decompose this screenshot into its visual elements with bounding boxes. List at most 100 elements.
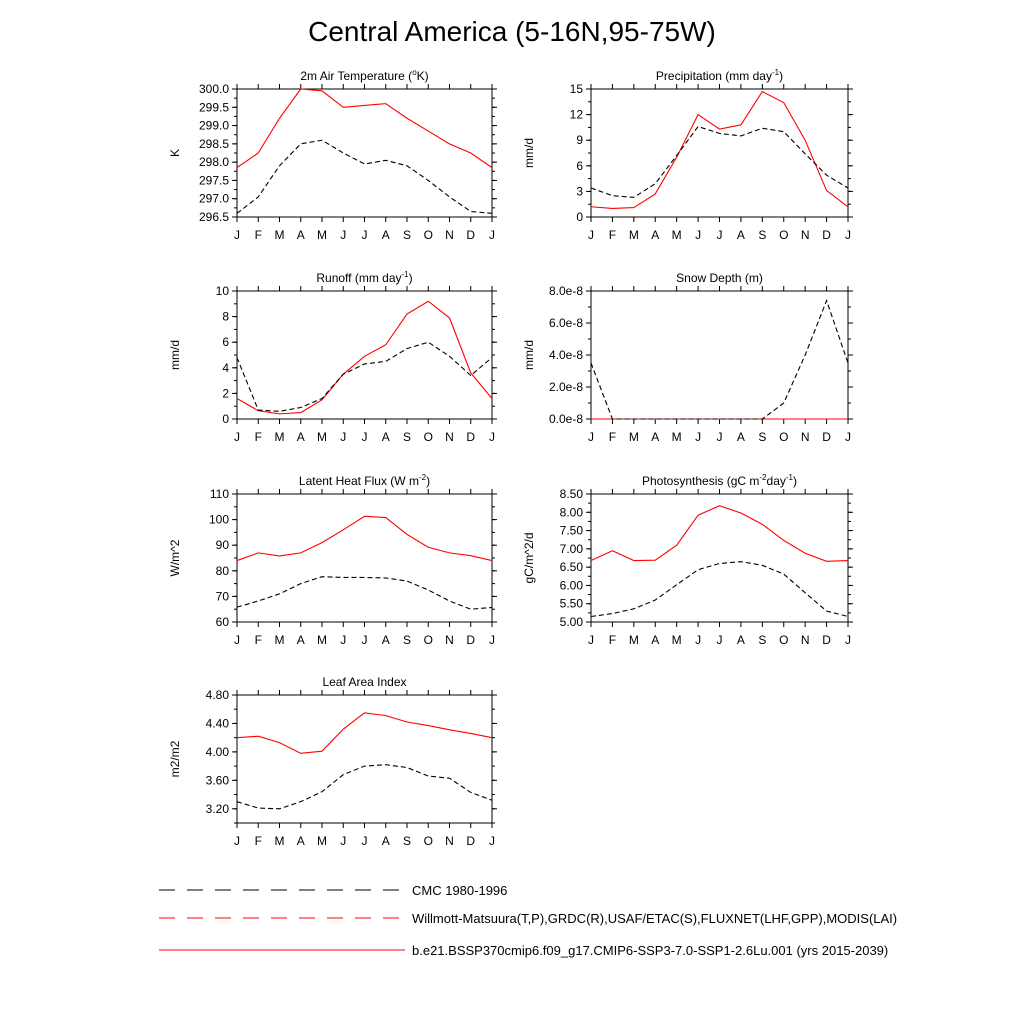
series-line-model <box>236 88 493 169</box>
x-tick-label: S <box>403 228 411 242</box>
y-tick-label: 110 <box>210 487 229 501</box>
x-tick-label: J <box>234 228 240 242</box>
y-tick-label: 12 <box>570 108 584 122</box>
x-tick-label: J <box>588 228 594 242</box>
x-tick-label: J <box>717 633 723 647</box>
chart-panel-6: Photosynthesis (gC m-2day-1) gC/m^2/d 5.00… <box>522 473 853 647</box>
x-tick-label: J <box>717 430 723 444</box>
x-tick-label: F <box>609 430 616 444</box>
x-tick-label: M <box>629 633 639 647</box>
x-tick-label: N <box>801 633 810 647</box>
x-tick-label: F <box>255 834 262 848</box>
x-tick-label: F <box>255 633 262 647</box>
series-line-obs <box>236 139 493 214</box>
y-tick-label: 6.0e-8 <box>549 316 583 330</box>
y-tick-label: 300.0 <box>199 82 229 96</box>
x-tick-label: M <box>629 228 639 242</box>
y-axis-label: mm/d <box>168 340 182 370</box>
x-tick-label: N <box>445 834 454 848</box>
chart-panel-7: Leaf Area Index m2/m2 3.20 3.60 4.00 4.40 4.80… <box>168 675 497 848</box>
chart-title: Snow Depth (m) <box>676 271 763 285</box>
x-tick-label: J <box>845 633 851 647</box>
x-tick-label: S <box>403 834 411 848</box>
x-tick-label: O <box>424 633 433 647</box>
x-tick-label: J <box>340 834 346 848</box>
x-tick-label: J <box>489 633 495 647</box>
x-tick-label: A <box>737 430 745 444</box>
y-tick-label: 4.80 <box>206 688 230 702</box>
y-axis-label: mm/d <box>522 138 536 168</box>
y-tick-label: 298.0 <box>199 155 229 169</box>
x-tick-label: O <box>424 228 433 242</box>
series-line-obs <box>236 576 493 610</box>
x-tick-label: A <box>382 430 390 444</box>
x-tick-label: N <box>445 633 454 647</box>
y-tick-label: 8.00 <box>560 505 584 519</box>
x-tick-label: S <box>758 228 766 242</box>
x-tick-label: J <box>362 633 368 647</box>
x-tick-label: A <box>382 834 390 848</box>
chart-title: Precipitation (mm day-1) <box>656 68 783 83</box>
x-tick-label: J <box>340 430 346 444</box>
x-tick-label: A <box>297 430 305 444</box>
x-tick-label: F <box>609 228 616 242</box>
x-tick-label: D <box>466 228 475 242</box>
x-tick-label: O <box>779 228 788 242</box>
plot-frame <box>236 694 493 824</box>
y-tick-label: 8.0e-8 <box>549 284 583 298</box>
x-tick-label: J <box>489 834 495 848</box>
y-tick-label: 5.00 <box>560 615 584 629</box>
y-tick-label: 90 <box>216 538 230 552</box>
y-tick-label: 15 <box>570 82 584 96</box>
x-tick-label: J <box>340 633 346 647</box>
x-tick-label: M <box>275 228 285 242</box>
chart-title: Leaf Area Index <box>322 675 406 689</box>
legend-label: b.e21.BSSP370cmip6.f09_g17.CMIP6-SSP3-7.… <box>412 943 888 958</box>
x-tick-label: J <box>489 430 495 444</box>
x-tick-label: D <box>466 633 475 647</box>
y-tick-label: 4 <box>222 361 229 375</box>
x-tick-label: J <box>234 633 240 647</box>
y-axis-label: K <box>168 149 182 157</box>
plot-frame <box>236 290 493 420</box>
x-tick-label: N <box>801 228 810 242</box>
y-axis-label: mm/d <box>522 340 536 370</box>
y-tick-label: 6.50 <box>560 560 584 574</box>
x-tick-label: M <box>672 430 682 444</box>
series-line-obs <box>236 341 493 412</box>
x-tick-label: M <box>317 228 327 242</box>
x-tick-label: J <box>588 633 594 647</box>
x-tick-label: N <box>445 228 454 242</box>
x-tick-label: J <box>695 430 701 444</box>
x-tick-label: D <box>822 633 831 647</box>
x-tick-label: J <box>717 228 723 242</box>
x-tick-label: J <box>695 228 701 242</box>
series-line-model <box>236 712 493 754</box>
y-tick-label: 0 <box>222 412 229 426</box>
series-line-obs <box>590 561 849 618</box>
y-tick-label: 4.00 <box>206 745 230 759</box>
plot-frame <box>590 290 849 420</box>
y-tick-label: 70 <box>216 589 230 603</box>
y-tick-label: 299.5 <box>199 100 229 114</box>
x-tick-label: M <box>629 430 639 444</box>
chart-panel-1: 2m Air Temperature (oK) K 296.5 297.0 297.5 2… <box>168 68 497 242</box>
y-tick-label: 296.5 <box>199 210 229 224</box>
y-tick-label: 297.5 <box>199 173 229 187</box>
x-tick-label: N <box>801 430 810 444</box>
x-tick-label: J <box>362 834 368 848</box>
chart-title: Latent Heat Flux (W m-2) <box>299 473 430 488</box>
x-tick-label: J <box>234 430 240 444</box>
series-line-model <box>590 505 849 562</box>
legend-label: Willmott-Matsuura(T,P),GRDC(R),USAF/ETAC… <box>412 911 897 926</box>
y-axis-label: m2/m2 <box>168 740 182 777</box>
y-tick-label: 10 <box>216 284 230 298</box>
x-tick-label: A <box>651 228 659 242</box>
x-tick-label: A <box>297 228 305 242</box>
series-line-model <box>236 515 493 562</box>
y-tick-label: 3.20 <box>206 802 230 816</box>
x-tick-label: J <box>362 228 368 242</box>
y-axis-label: W/m^2 <box>168 539 182 576</box>
